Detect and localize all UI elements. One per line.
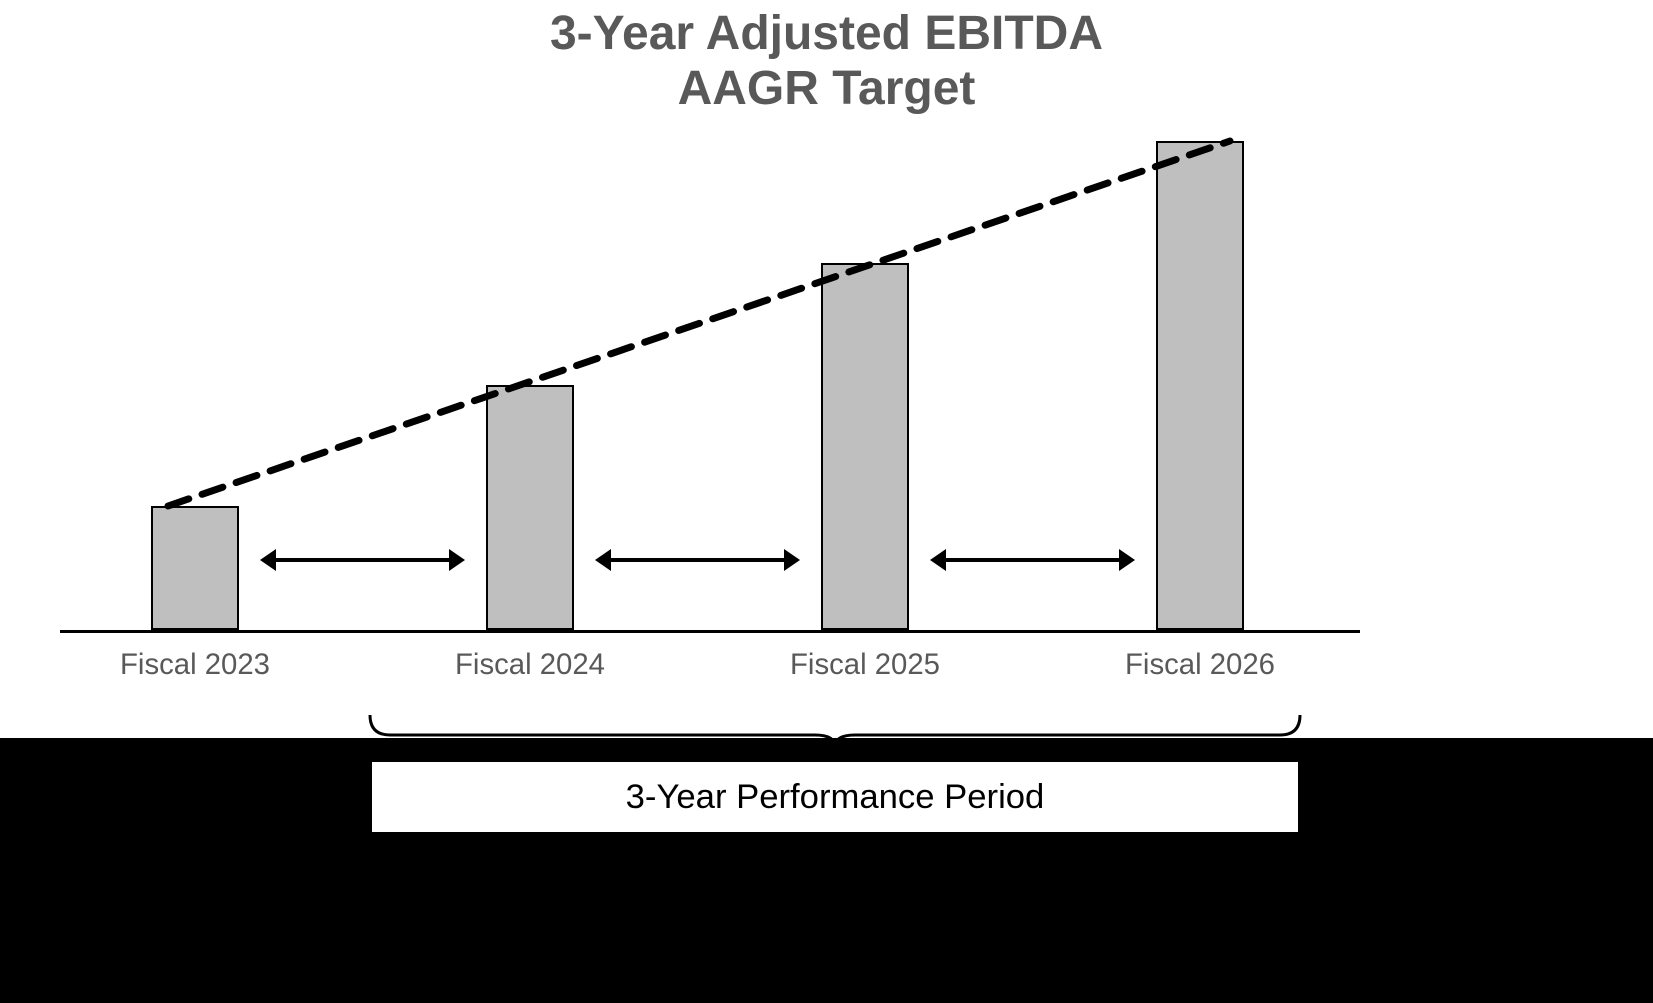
double-arrow-0 [260,549,465,571]
xlabel-fiscal-2023: Fiscal 2023 [120,648,270,682]
bar-fiscal-2026 [1156,141,1244,630]
xlabel-fiscal-2025: Fiscal 2025 [790,648,940,682]
xlabel-fiscal-2026: Fiscal 2026 [1125,648,1275,682]
bar-fiscal-2025 [821,263,909,630]
double-arrow-1 [595,549,800,571]
xlabel-fiscal-2024: Fiscal 2024 [455,648,605,682]
performance-period-box: 3-Year Performance Period [370,760,1300,834]
performance-period-label: 3-Year Performance Period [626,778,1045,817]
double-arrow-2 [930,549,1135,571]
bar-fiscal-2023 [151,506,239,630]
bar-fiscal-2024 [486,385,574,630]
trendline-line [168,141,1230,506]
x-axis-line [60,630,1360,633]
